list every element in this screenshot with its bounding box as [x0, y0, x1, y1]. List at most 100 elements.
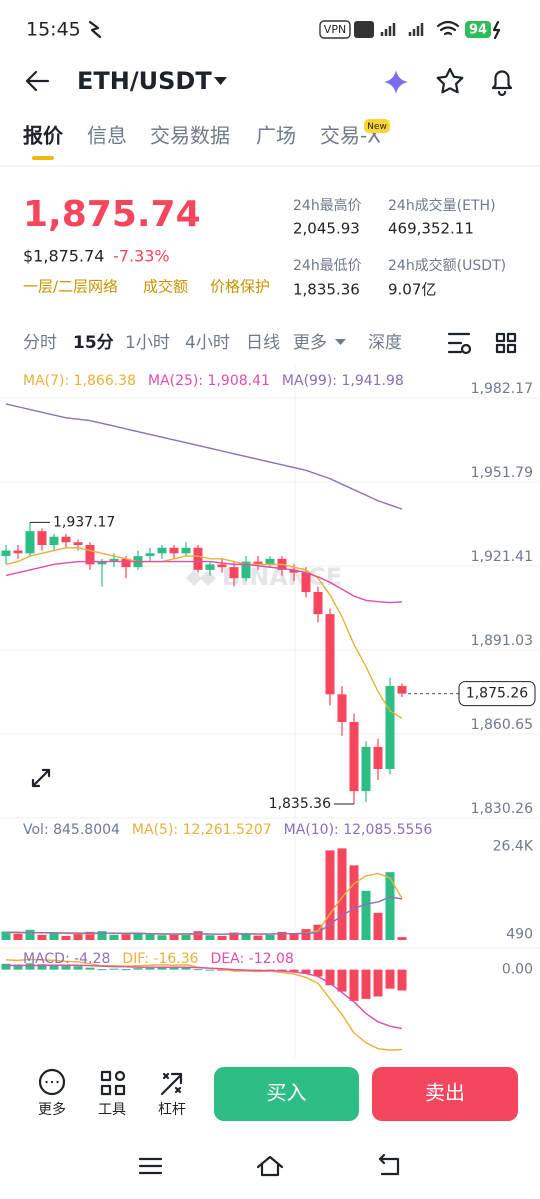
- buy-button[interactable]: [214, 1067, 359, 1121]
- more-icon[interactable]: [38, 1068, 66, 1096]
- stat-label: 24h成交额(USDT): [388, 257, 506, 274]
- legend-entry: DIF: -16.36: [122, 951, 198, 967]
- extreme-label: 1,835.36: [269, 796, 331, 812]
- nav-back[interactable]: [378, 1153, 400, 1176]
- y-tick-label: 490: [506, 926, 533, 942]
- indicator-button[interactable]: [447, 332, 471, 354]
- interval[interactable]: 4小时: [185, 333, 230, 353]
- bar: [13, 964, 23, 970]
- bar: [337, 969, 347, 992]
- bar: [73, 933, 83, 940]
- legend-entry: MACD: -4.28: [23, 951, 110, 967]
- bar: [181, 967, 191, 970]
- layout-button[interactable]: [495, 332, 517, 354]
- stat-value: 2,045.93: [293, 220, 360, 238]
- bar: [73, 966, 83, 970]
- leverage-icon[interactable]: [160, 1072, 183, 1096]
- tab[interactable]: 信息: [87, 124, 127, 148]
- series-line: [5, 547, 403, 719]
- ai-button[interactable]: [384, 70, 408, 94]
- y-tick-label: 0.00: [502, 962, 533, 978]
- bar: [157, 967, 167, 970]
- bar: [265, 934, 275, 940]
- bar: [289, 933, 299, 940]
- action-label[interactable]: 更多: [38, 1101, 66, 1118]
- vpn: VPN: [324, 23, 346, 36]
- bar: [385, 969, 395, 989]
- interval[interactable]: 更多: [293, 333, 327, 353]
- series-line: [5, 560, 403, 604]
- candle-body: [265, 558, 275, 565]
- bar: [169, 967, 179, 970]
- stat-value: 9.07亿: [388, 281, 436, 299]
- candle-body: [73, 542, 83, 546]
- tab[interactable]: 广场: [256, 124, 296, 148]
- sell-button[interactable]: [372, 1067, 518, 1121]
- tab[interactable]: 报价: [23, 124, 64, 148]
- y-tick-label: 1,860.65: [471, 717, 533, 733]
- action-label[interactable]: 杠杆: [158, 1102, 186, 1118]
- price-tag: [458, 681, 536, 707]
- bar: [205, 935, 215, 940]
- usd-price: $1,875.74: [23, 247, 104, 266]
- bar: [373, 912, 383, 940]
- candle-body: [361, 746, 371, 792]
- candle-body: [13, 550, 23, 554]
- candle-body: [241, 561, 251, 579]
- nav-home[interactable]: [256, 1155, 284, 1177]
- tag[interactable]: 成交额: [143, 278, 188, 296]
- interval[interactable]: 日线: [246, 333, 280, 353]
- bar: [85, 967, 95, 970]
- tag[interactable]: 一层/二层网络: [23, 278, 118, 296]
- bar: [121, 934, 131, 940]
- bar: [37, 934, 47, 940]
- stat-label: 24h最高价: [293, 197, 362, 214]
- candle-body: [397, 686, 407, 694]
- vpn-box: [319, 20, 351, 39]
- favorite-button[interactable]: [436, 67, 464, 94]
- status-time: 15:45: [26, 19, 81, 41]
- bar: [145, 967, 155, 970]
- more-dropdown[interactable]: [335, 339, 346, 345]
- pair-title[interactable]: ETH/USDT: [77, 67, 212, 95]
- bar: [397, 937, 407, 940]
- legend-entry: Vol: 845.8004: [23, 822, 120, 838]
- interval[interactable]: 1小时: [125, 333, 170, 353]
- legend-entry: MA(99): 1,941.98: [282, 373, 404, 389]
- bar: [277, 969, 287, 972]
- price-change: -7.33%: [113, 247, 170, 266]
- y-tick-label: 1,982.17: [471, 381, 533, 397]
- tools-icon[interactable]: [100, 1070, 126, 1096]
- bar: [133, 968, 143, 970]
- back-button[interactable]: [25, 70, 50, 92]
- action-label[interactable]: 工具: [98, 1102, 126, 1118]
- interval[interactable]: 分时: [23, 333, 57, 353]
- bar: [361, 890, 371, 940]
- bar: [313, 969, 323, 977]
- bar: [217, 935, 227, 940]
- buy-label[interactable]: 买入: [267, 1081, 307, 1105]
- hd-icon: [354, 21, 374, 38]
- bar: [385, 872, 395, 940]
- candle-body: [253, 561, 263, 565]
- bar: [97, 931, 107, 940]
- candle-body: [121, 558, 131, 568]
- pair-dropdown[interactable]: [214, 77, 227, 85]
- bar: [289, 969, 299, 972]
- legend-entry: MA(5): 12,261.5207: [132, 822, 272, 838]
- candle-body: [205, 564, 215, 570]
- legend-entry: MA(25): 1,908.41: [148, 373, 270, 389]
- nav-menu[interactable]: [138, 1157, 163, 1175]
- tab[interactable]: 交易数据: [150, 124, 230, 148]
- alert-button[interactable]: [491, 70, 513, 97]
- indicator-button-dot: [460, 343, 472, 355]
- interval[interactable]: 深度: [368, 333, 402, 353]
- sell-label[interactable]: 卖出: [425, 1081, 465, 1105]
- interval[interactable]: 15分: [73, 333, 114, 353]
- y-tick-label: 26.4K: [493, 838, 534, 854]
- tag[interactable]: 价格保护: [210, 278, 270, 296]
- series-line: [5, 964, 403, 1030]
- bar: [13, 933, 23, 940]
- bar: [241, 933, 251, 940]
- charge-icon: [492, 20, 501, 40]
